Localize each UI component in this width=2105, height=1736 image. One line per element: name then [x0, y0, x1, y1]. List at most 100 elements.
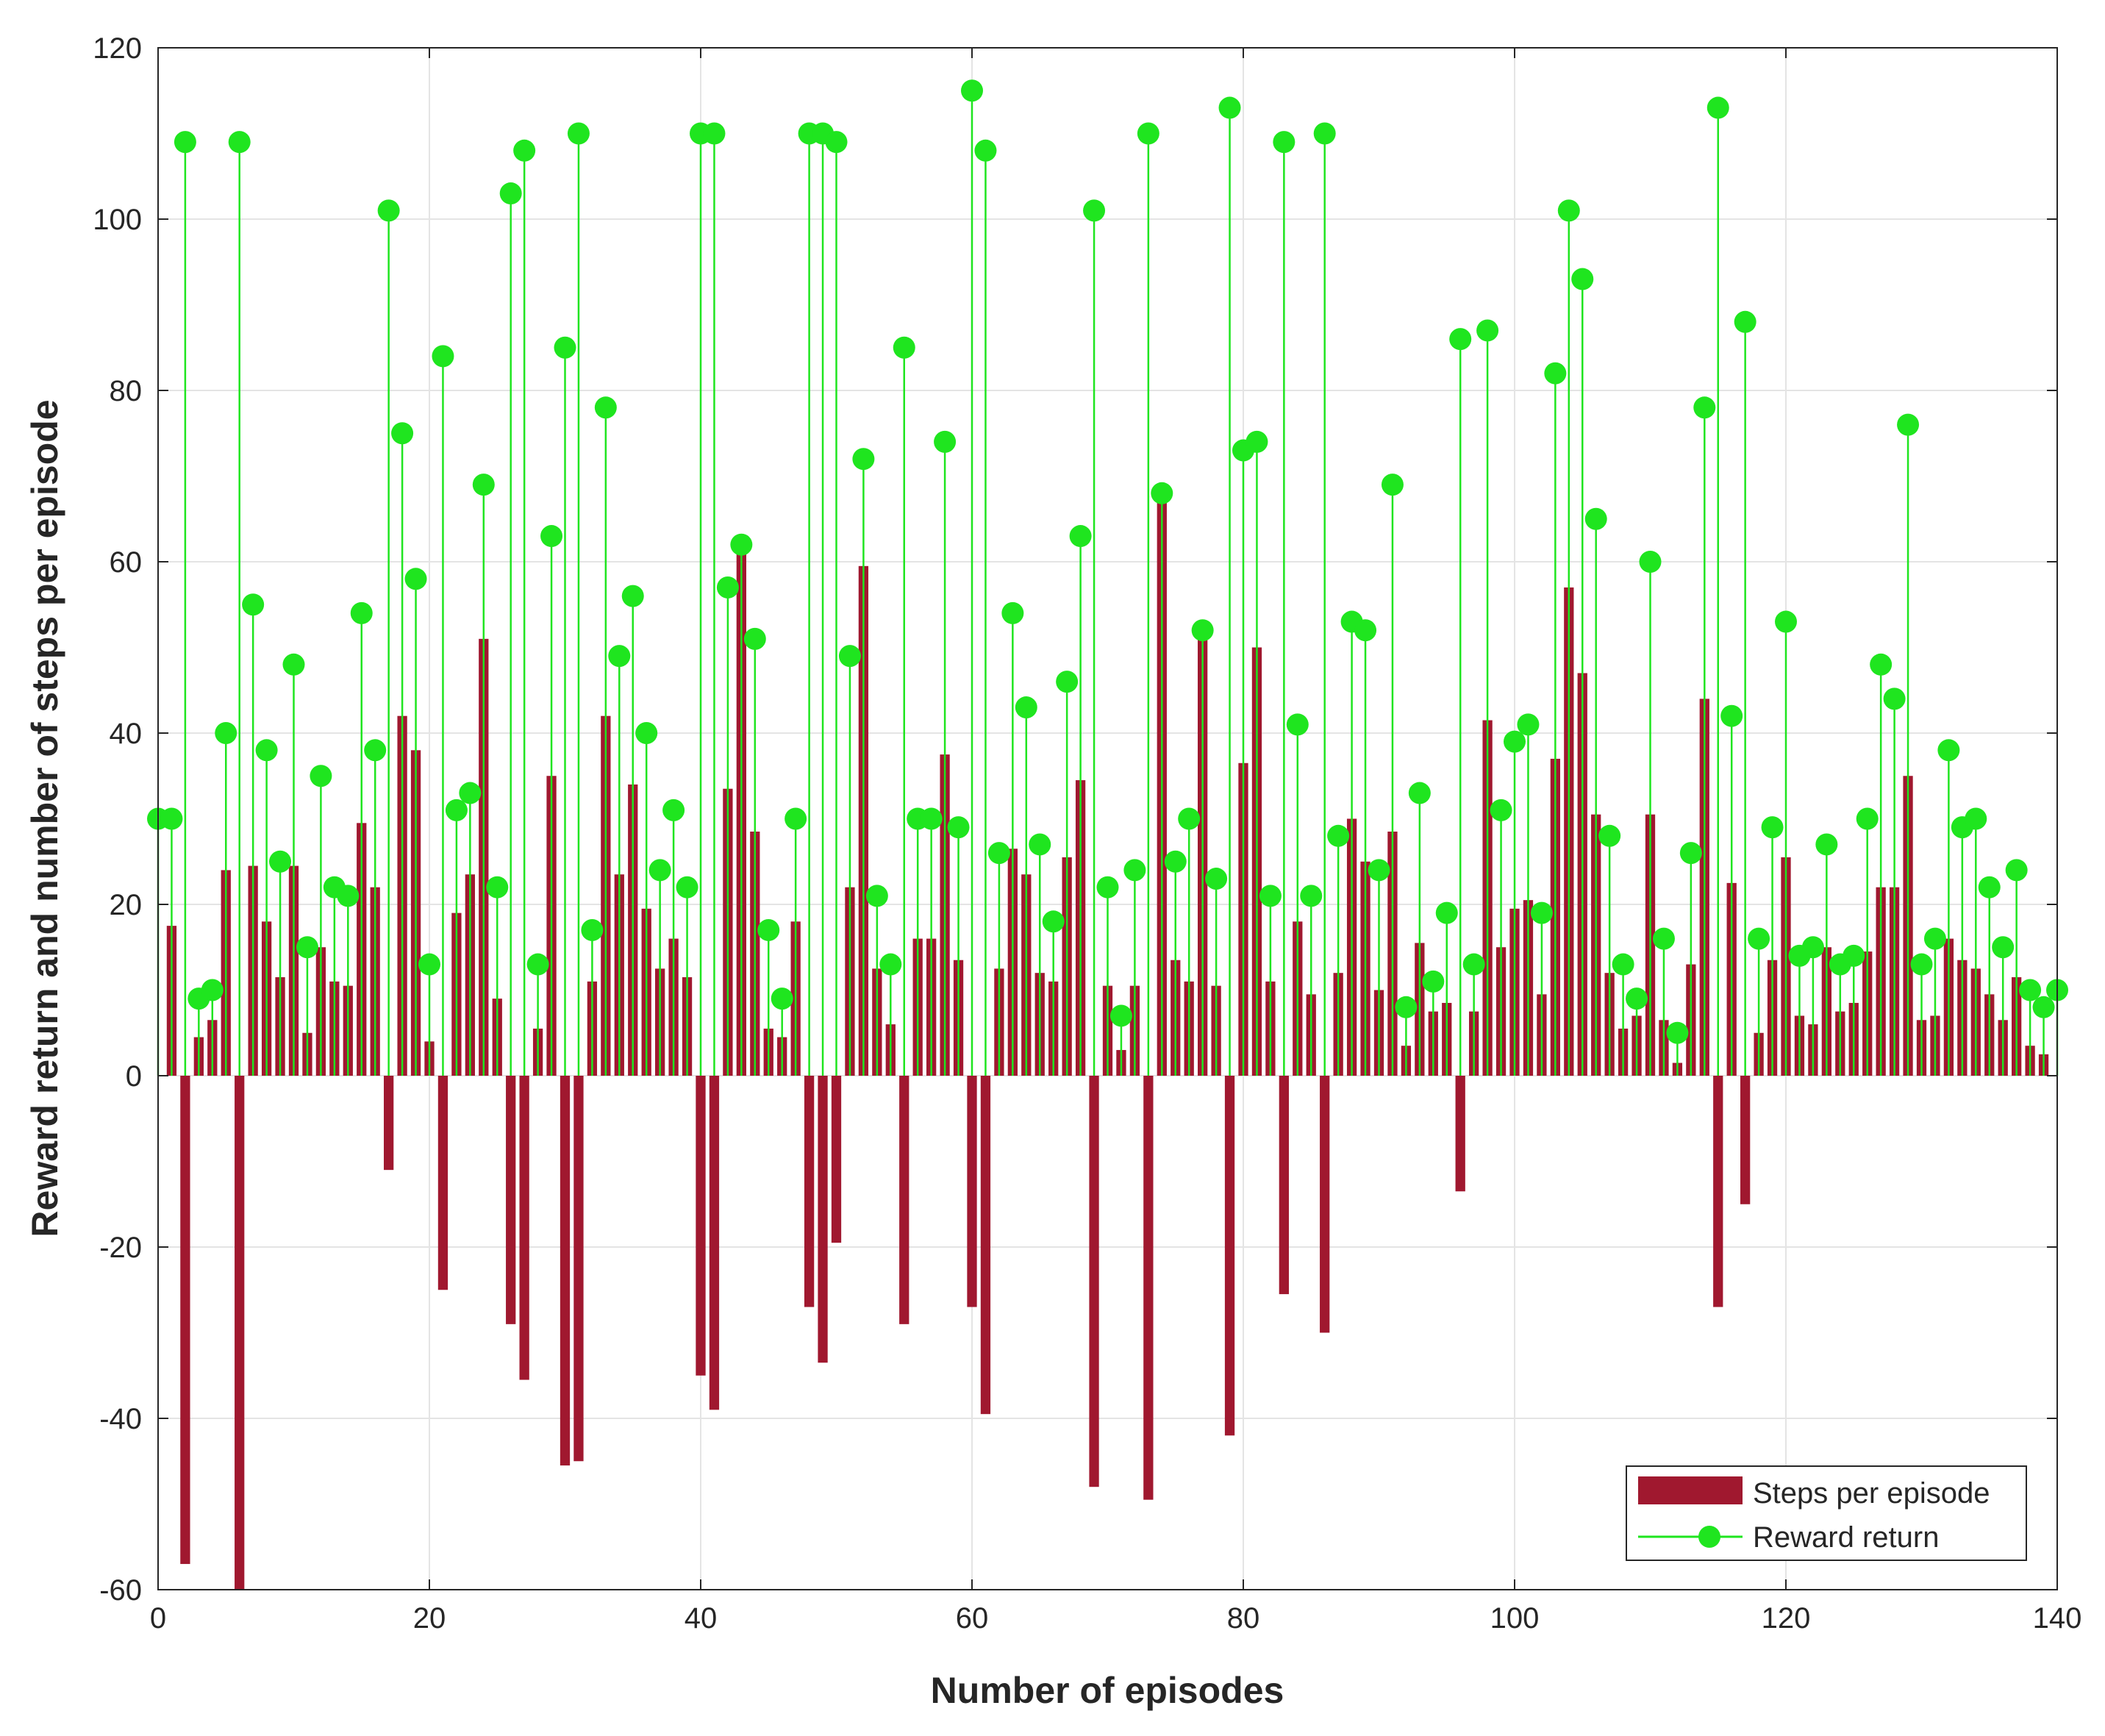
reward-stem-marker: [1435, 901, 1458, 924]
steps-bar: [980, 1076, 991, 1415]
reward-stem-marker: [445, 799, 468, 821]
reward-stem-marker: [554, 336, 576, 359]
reward-stem-marker: [404, 568, 427, 590]
reward-stem-marker: [1843, 944, 1865, 967]
reward-stem-marker: [1910, 953, 1933, 976]
reward-stem-marker: [1923, 927, 1946, 950]
legend: Steps per episode Reward return: [1626, 1465, 2027, 1561]
reward-stem-marker: [201, 979, 224, 1001]
reward-stem-marker: [987, 842, 1010, 865]
reward-stem-marker: [1313, 122, 1336, 145]
steps-bar: [1089, 1076, 1099, 1487]
steps-bar: [804, 1076, 815, 1307]
steps-bar: [696, 1076, 706, 1376]
reward-stem-marker: [1490, 799, 1512, 821]
x-tick-label: 80: [1227, 1602, 1260, 1635]
reward-stem-marker: [1286, 713, 1309, 736]
plot-background: [158, 48, 2057, 1590]
reward-stem-marker: [282, 653, 305, 676]
legend-steps-swatch: [1638, 1476, 1743, 1504]
reward-stem-marker: [567, 122, 590, 145]
steps-bar: [506, 1076, 516, 1324]
reward-stem-marker: [418, 953, 440, 976]
reward-stem-marker: [920, 807, 943, 830]
steps-bar: [1143, 1076, 1154, 1500]
steps-bar: [437, 1076, 448, 1290]
reward-stem-marker: [1205, 868, 1228, 890]
reward-stem-marker: [1897, 413, 1920, 436]
reward-stem-marker: [974, 139, 997, 162]
steps-bar: [1224, 1076, 1235, 1436]
reward-stem-marker: [1598, 824, 1621, 847]
reward-stem-marker: [1883, 687, 1906, 710]
y-tick-label: -20: [99, 1232, 142, 1264]
reward-stem-marker: [879, 953, 902, 976]
steps-bar: [560, 1076, 571, 1466]
x-tick-label: 40: [685, 1602, 718, 1635]
reward-stem-marker: [1354, 619, 1377, 642]
reward-stem-marker: [513, 139, 536, 162]
steps-bar: [1455, 1076, 1465, 1192]
reward-stem-marker: [2005, 859, 2028, 882]
reward-stem-marker: [1626, 987, 1648, 1010]
y-tick-label: 60: [110, 546, 143, 579]
reward-stem-marker: [621, 585, 644, 607]
reward-stem-marker: [1801, 936, 1824, 959]
reward-stem-marker: [1178, 807, 1201, 830]
reward-stem-marker: [1870, 653, 1893, 676]
x-tick-label: 120: [1762, 1602, 1811, 1635]
reward-stem-marker: [1544, 362, 1567, 385]
reward-stem-marker: [1137, 122, 1159, 145]
reward-stem-marker: [391, 422, 414, 445]
reward-stem-marker: [1246, 430, 1268, 453]
reward-stem-marker: [716, 576, 739, 599]
steps-bar: [709, 1076, 720, 1410]
reward-stem-marker: [1639, 551, 1662, 573]
reward-stem-marker: [242, 593, 265, 616]
steps-bar: [818, 1076, 828, 1363]
y-tick-label: 100: [93, 204, 142, 236]
reward-stem-marker: [432, 345, 454, 368]
reward-stem-marker: [1584, 507, 1607, 530]
reward-stem-marker: [947, 816, 970, 839]
reward-stem-marker: [1856, 807, 1879, 830]
reward-stem-marker: [1408, 782, 1431, 804]
reward-stem-marker: [1191, 619, 1214, 642]
reward-stem-marker: [1001, 601, 1024, 624]
reward-stem-marker: [1504, 730, 1526, 753]
reward-stem-marker: [1612, 953, 1634, 976]
reward-stem-marker: [1164, 850, 1187, 873]
y-tick-label: 80: [110, 375, 143, 407]
steps-bar: [1713, 1076, 1723, 1307]
legend-steps-label: Steps per episode: [1753, 1477, 1990, 1510]
reward-stem-marker: [1300, 885, 1323, 907]
reward-stem-marker: [1734, 310, 1756, 333]
x-tick-label: 20: [413, 1602, 446, 1635]
reward-stem-marker: [228, 131, 251, 154]
reward-stem-marker: [296, 936, 318, 959]
x-tick-label: 0: [150, 1602, 166, 1635]
reward-stem-marker: [1965, 807, 1987, 830]
reward-stem-marker: [1029, 833, 1051, 856]
tick-labels: 0 20 40 60 80 100 120 140 -60 -40 -20 0 20 40 60 80 100 1…: [93, 32, 2081, 1635]
reward-stem-marker: [1069, 525, 1092, 548]
reward-stem-marker: [1096, 876, 1119, 899]
reward-stem-marker: [1327, 824, 1350, 847]
steps-bar: [831, 1076, 842, 1243]
reward-stem-marker: [1259, 885, 1282, 907]
reward-stem-marker: [310, 765, 332, 787]
x-axis-title: Number of episodes: [931, 1670, 1284, 1711]
reward-stem-marker: [2019, 979, 2042, 1001]
reward-stem-marker: [1123, 859, 1146, 882]
reward-stem-marker: [1476, 319, 1499, 342]
reward-stem-marker: [337, 885, 360, 907]
reward-stem-marker: [1978, 876, 2001, 899]
reward-stem-marker: [1815, 833, 1838, 856]
reward-stem-marker: [377, 199, 400, 222]
reward-stem-marker: [540, 525, 563, 548]
reward-stem-marker: [350, 601, 373, 624]
reward-stem-marker: [1530, 901, 1553, 924]
reward-stem-marker: [1937, 739, 1960, 762]
steps-bar: [1320, 1076, 1330, 1333]
